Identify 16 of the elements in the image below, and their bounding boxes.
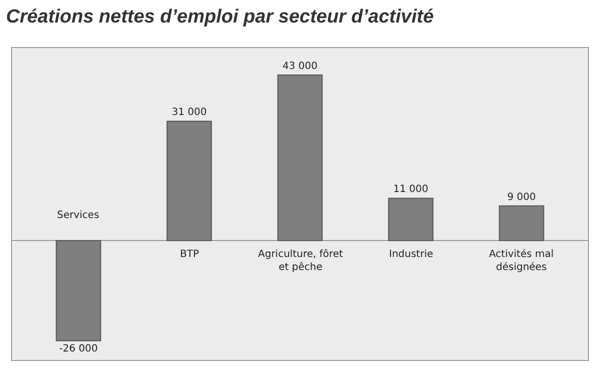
- data-label: 11 000: [393, 184, 428, 196]
- bar: [277, 74, 323, 242]
- data-label: -26 000: [59, 344, 98, 355]
- chart-title: Créations nettes d’emploi par secteur d’activité: [6, 6, 434, 28]
- bar: [166, 120, 212, 242]
- bar: [388, 198, 434, 242]
- x-tick-label: Activités mal désignées: [489, 249, 554, 273]
- data-label: 9 000: [507, 192, 536, 203]
- x-tick-label: Agriculture, fôret et pêche: [258, 249, 344, 273]
- data-label: 31 000: [172, 107, 207, 118]
- x-tick-label: Services: [57, 210, 100, 221]
- data-label: 43 000: [282, 60, 318, 72]
- bar: [56, 240, 102, 342]
- x-tick-label: Industrie: [389, 249, 434, 260]
- x-tick-label: BTP: [180, 249, 199, 260]
- bar: [498, 205, 544, 242]
